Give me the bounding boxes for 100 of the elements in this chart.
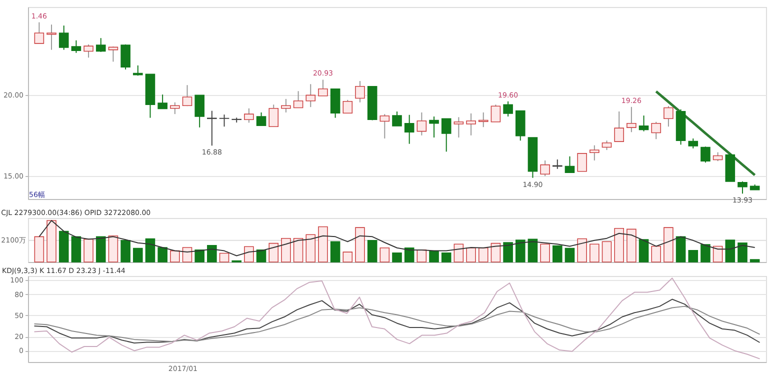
candlestick: [58, 25, 69, 50]
bar: [281, 238, 291, 262]
bar: [84, 238, 94, 262]
bar: [614, 228, 624, 262]
candlestick: [490, 104, 501, 122]
bar: [392, 252, 402, 262]
line-series: [34, 306, 760, 342]
candlestick: [664, 106, 674, 128]
bar: [416, 250, 427, 262]
bar: [170, 250, 180, 262]
bar: [380, 247, 390, 262]
bar: [712, 246, 723, 262]
bar: [219, 252, 230, 262]
bar: [132, 248, 143, 262]
candlestick: [503, 100, 513, 118]
bar: [466, 247, 476, 262]
candlestick: [306, 84, 316, 108]
candlestick: [454, 116, 464, 138]
candlestick: [577, 153, 587, 172]
bar: [441, 252, 452, 262]
bar: [46, 220, 56, 262]
bar: [515, 240, 526, 262]
candlestick: [564, 156, 575, 174]
bar: [158, 247, 168, 262]
bar: [564, 248, 575, 262]
candlestick: [466, 112, 476, 136]
bar: [429, 250, 439, 262]
candlestick: [441, 118, 452, 152]
bar: [58, 230, 69, 262]
candlestick: [416, 112, 427, 136]
candlestick: [688, 138, 698, 149]
bar: [688, 250, 698, 262]
bar: [577, 238, 587, 262]
candlestick: [34, 22, 44, 44]
bar: [318, 226, 328, 262]
bar: [342, 252, 353, 262]
candlestick: [590, 144, 600, 161]
candlestick: [738, 180, 748, 194]
candlestick: [46, 24, 56, 50]
bar: [503, 242, 513, 262]
bar: [367, 240, 378, 262]
bar: [306, 234, 316, 262]
bar: [602, 241, 612, 262]
line-series: [34, 278, 760, 360]
candlestick: [614, 110, 624, 142]
line-series: [34, 298, 760, 344]
candlestick: [244, 108, 254, 124]
candlestick: [96, 38, 106, 52]
bar: [256, 250, 266, 262]
candlestick: [429, 116, 439, 138]
candlestick: [380, 114, 390, 139]
candlestick: [170, 102, 180, 115]
bar: [96, 236, 106, 262]
bar: [676, 236, 686, 262]
bar: [182, 247, 192, 262]
bar: [738, 242, 748, 262]
bar: [108, 235, 118, 262]
candlestick: [700, 146, 710, 164]
candlestick: [120, 44, 130, 70]
candlestick: [207, 110, 217, 146]
bar: [626, 228, 636, 262]
bar: [355, 227, 365, 262]
bar: [725, 240, 736, 262]
bar: [540, 244, 550, 262]
bar: [700, 244, 710, 262]
candlestick: [71, 40, 82, 54]
bar: [528, 238, 538, 262]
candlestick: [268, 104, 279, 128]
candlestick: [355, 80, 365, 103]
bar: [330, 241, 340, 262]
bar: [71, 236, 82, 262]
candlestick: [219, 114, 230, 128]
candlestick: [392, 110, 402, 126]
bar: [404, 247, 414, 262]
bar: [268, 242, 279, 262]
candlestick: [281, 98, 291, 113]
bar: [244, 246, 254, 262]
bar: [293, 238, 304, 262]
candlestick: [158, 94, 168, 110]
bar: [664, 227, 674, 262]
bar: [478, 247, 488, 262]
bar: [590, 244, 600, 262]
candlestick: [478, 112, 488, 128]
bar: [638, 239, 649, 262]
bar: [207, 244, 217, 262]
candlestick: [638, 115, 649, 132]
candlestick: [194, 94, 204, 128]
bar: [750, 259, 760, 262]
bar: [552, 245, 562, 262]
candlestick: [404, 114, 414, 144]
candlestick: [540, 160, 550, 177]
candlestick: [293, 90, 304, 108]
candlestick: [182, 84, 192, 107]
bar: [454, 244, 464, 262]
bar: [34, 236, 44, 262]
candlestick: [342, 99, 353, 114]
bar: [651, 246, 662, 262]
candlestick: [651, 121, 662, 140]
candlestick: [552, 158, 562, 170]
candlestick: [256, 112, 266, 126]
